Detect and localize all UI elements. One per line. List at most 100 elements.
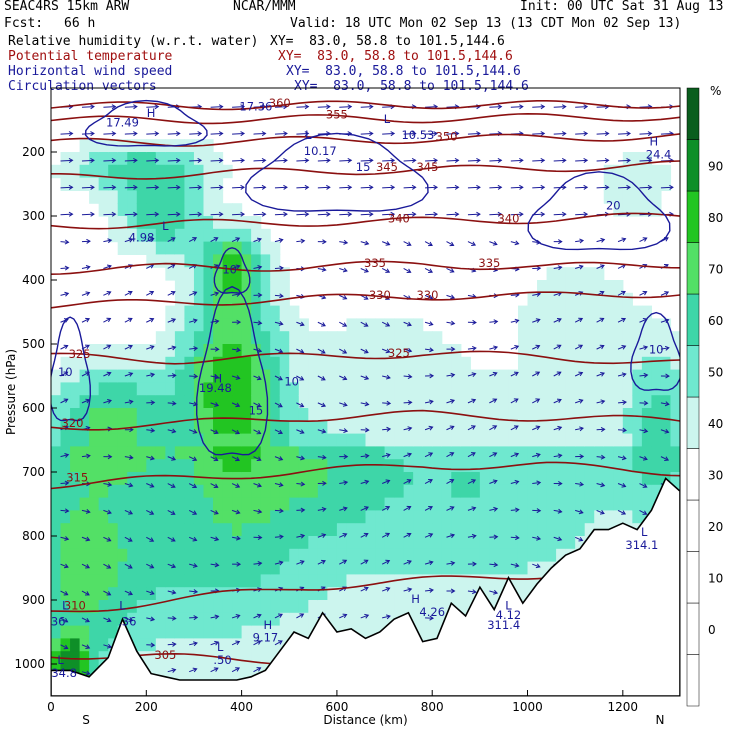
rh-cell	[556, 510, 567, 524]
rh-cell	[98, 600, 109, 614]
wind-vector-head	[599, 344, 605, 350]
rh-cell	[355, 459, 367, 473]
rh-cell	[622, 318, 633, 332]
wind-vector-head	[492, 371, 498, 377]
rh-cell	[193, 472, 205, 486]
rh-cell	[384, 356, 395, 371]
rh-cell	[489, 523, 500, 537]
rh-cell	[136, 574, 147, 588]
rh-cell	[336, 446, 348, 460]
rh-cell	[394, 574, 405, 588]
rh-cell	[146, 497, 157, 511]
rh-cell	[193, 408, 205, 422]
rh-cell	[232, 305, 243, 319]
rh-cell	[174, 446, 186, 460]
wind-vector-head	[535, 371, 541, 376]
wind-vector	[596, 509, 605, 514]
rh-cell	[127, 600, 138, 614]
wind-vector	[446, 321, 455, 325]
rh-cell	[60, 510, 71, 524]
rh-cell	[565, 484, 576, 499]
rh-cell	[460, 382, 471, 396]
wind-vector-head	[472, 319, 477, 325]
rh-cell	[575, 395, 586, 409]
rh-cell	[184, 523, 195, 537]
rh-cell	[546, 484, 557, 499]
rh-cell	[165, 369, 176, 383]
rh-cell	[155, 228, 166, 243]
wind-vector	[189, 642, 198, 646]
wind-vector	[575, 186, 588, 189]
wind-vector-head	[647, 158, 653, 164]
rh-cell	[270, 446, 281, 460]
rh-cell	[613, 497, 624, 511]
rh-cell	[155, 382, 166, 396]
wind-vector-head	[364, 375, 370, 380]
wind-vector	[210, 132, 223, 135]
rh-cell	[594, 408, 605, 422]
rh-cell	[556, 484, 567, 499]
rh-cell	[603, 382, 614, 396]
rh-cell	[146, 446, 157, 460]
wind-vector-head	[578, 398, 584, 404]
rh-cell	[565, 267, 576, 281]
rh-cell	[184, 305, 195, 319]
wind-vector	[210, 159, 223, 162]
rh-cell	[575, 484, 586, 499]
rh-cell	[375, 612, 386, 627]
wind-vector-head	[390, 211, 396, 217]
rh-cell	[422, 510, 433, 524]
wind-vector	[296, 483, 305, 485]
rh-cell	[660, 446, 672, 460]
wind-vector-head	[107, 643, 112, 649]
rh-cell	[451, 420, 462, 435]
rh-cell	[213, 216, 224, 230]
rh-cell	[70, 369, 81, 383]
rh-cell	[251, 536, 262, 550]
wind-vector-head	[497, 158, 503, 164]
rh-cell	[432, 510, 443, 524]
rh-cell	[241, 484, 252, 499]
rh-cell	[108, 190, 119, 204]
rh-cell	[441, 574, 452, 588]
wind-vector	[146, 536, 154, 542]
x-tick-label: 400	[230, 700, 253, 714]
theta-label: 310	[64, 599, 86, 613]
rh-cell	[336, 331, 348, 345]
wind-vector	[317, 402, 326, 407]
wind-vector	[510, 398, 519, 404]
rh-cell	[203, 331, 214, 345]
rh-cell	[670, 408, 680, 422]
rh-cell	[556, 369, 567, 383]
rh-cell	[575, 344, 586, 358]
wind-vector	[510, 241, 519, 245]
wind-vector	[103, 536, 111, 542]
rh-cell	[355, 344, 367, 358]
rh-cell	[127, 177, 138, 191]
rh-cell	[193, 433, 205, 447]
rh-cell	[470, 382, 481, 396]
wind-vector	[103, 106, 116, 108]
rh-cell	[155, 254, 166, 268]
wind-vector	[146, 617, 155, 621]
rh-cell	[60, 152, 71, 166]
wind-vector-head	[368, 158, 374, 164]
rh-cell	[289, 536, 300, 550]
rh-cell	[308, 612, 319, 627]
rh-cell	[260, 356, 271, 371]
rh-cell	[327, 331, 338, 345]
rh-cell	[146, 190, 157, 204]
rh-cell	[632, 395, 643, 409]
rh-cell	[517, 484, 529, 499]
rh-cell	[451, 395, 462, 409]
rh-cell	[98, 574, 109, 588]
wind-vector-head	[386, 426, 392, 432]
rh-cell	[327, 433, 338, 447]
rh-cell	[508, 472, 519, 486]
wind-vector	[532, 453, 541, 458]
rh-cell	[222, 612, 233, 627]
wind-vector-head	[304, 104, 310, 110]
wind-vector-head	[218, 131, 224, 137]
wind-vector-head	[476, 131, 481, 137]
rh-cell	[622, 395, 633, 409]
